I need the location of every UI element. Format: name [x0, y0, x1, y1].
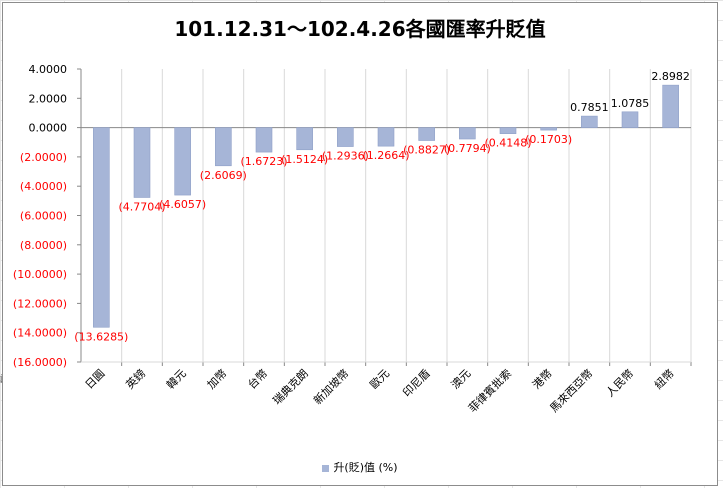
- data-label: (0.7794): [444, 142, 491, 155]
- bar: [337, 127, 354, 147]
- y-tick-label: (8.0000): [20, 239, 67, 252]
- category-label: 印尼盾: [400, 367, 433, 400]
- category-label: 紐幣: [652, 367, 677, 392]
- data-label: (2.6069): [200, 169, 247, 182]
- data-label: (0.1703): [525, 133, 572, 146]
- y-tick-label: (14.0000): [13, 327, 67, 340]
- category-label: 人民幣: [604, 367, 637, 400]
- legend-swatch: [322, 464, 330, 472]
- y-tick-label: (2.0000): [20, 151, 67, 164]
- category-label: 歐元: [367, 366, 392, 391]
- data-label: (4.7704): [118, 200, 165, 213]
- data-label: (1.5124): [281, 153, 328, 166]
- category-label: 加幣: [205, 367, 230, 392]
- data-label: 2.8982: [651, 70, 690, 83]
- category-label: 日圓: [83, 367, 108, 392]
- data-label: (1.2936): [322, 150, 369, 163]
- data-label: (0.8827): [403, 144, 450, 157]
- y-tick-label: (10.0000): [13, 268, 67, 281]
- data-label: (4.6057): [159, 198, 206, 211]
- bar: [296, 127, 313, 151]
- bar: [418, 127, 435, 141]
- category-label: 馬來西亞幣: [547, 367, 595, 415]
- y-tick-label: (16.0000): [13, 356, 67, 369]
- y-tick-label: (6.0000): [20, 210, 67, 223]
- category-label: 韓元: [164, 367, 189, 392]
- category-label: 港幣: [530, 367, 555, 392]
- data-label: (13.6285): [74, 330, 128, 343]
- category-label: 台幣: [245, 366, 270, 391]
- data-label: 0.7851: [570, 101, 609, 114]
- y-tick-label: (12.0000): [13, 297, 67, 310]
- data-label: 1.0785: [611, 97, 650, 110]
- legend-label: 升(貶)值 (%): [333, 461, 398, 474]
- bar: [215, 127, 232, 167]
- y-tick-label: 4.0000: [29, 63, 68, 76]
- bar: [255, 127, 273, 153]
- y-tick-label: (4.0000): [20, 180, 67, 193]
- bar: [581, 115, 598, 128]
- y-tick-label: 2.0000: [29, 92, 68, 105]
- chart-title: 101.12.31～102.4.26各國匯率升貶值: [174, 17, 546, 41]
- bar: [499, 127, 517, 134]
- data-label: (1.2664): [362, 149, 409, 162]
- bar: [174, 127, 191, 196]
- legend: 升(貶)值 (%): [3, 459, 717, 475]
- category-label: 澳元: [449, 367, 474, 392]
- bar: [621, 111, 639, 128]
- y-tick-label: 0.0000: [29, 122, 68, 135]
- category-label: 菲律賓批索: [465, 366, 514, 415]
- data-label: (1.6723): [240, 155, 287, 168]
- plot-area: 4.0000 2.0000 0.0000 (2.0000) (4.0000) (6.000…: [13, 63, 692, 415]
- bar: [540, 127, 557, 131]
- category-label: 瑞典克朗: [270, 366, 311, 407]
- bar: [377, 127, 395, 147]
- category-label: 新加坡幣: [310, 366, 351, 407]
- bar: [662, 84, 679, 128]
- category-label: 英鎊: [123, 366, 148, 391]
- bar: [93, 127, 110, 328]
- data-label: (0.4148): [484, 137, 531, 150]
- bar: [459, 127, 476, 140]
- bar: [133, 127, 151, 198]
